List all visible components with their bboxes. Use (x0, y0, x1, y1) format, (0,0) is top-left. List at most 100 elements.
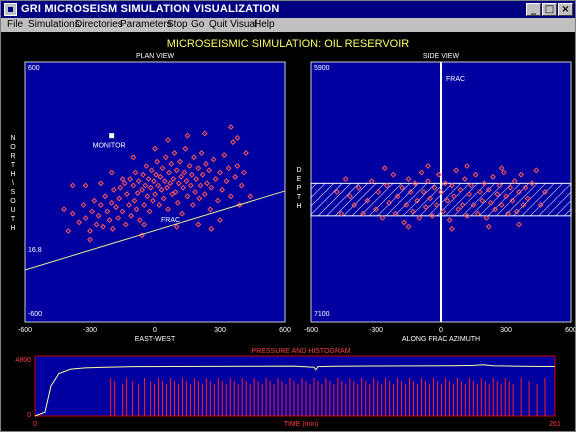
plan-event-point (133, 206, 140, 213)
plan-x-ticks: -600 -300 0 300 600 (18, 327, 291, 334)
side-event-point (422, 204, 429, 211)
title-bar[interactable]: GRI MICROSEISM SIMULATION VISUALIZATION … (1, 1, 575, 18)
menu-file[interactable]: File (7, 19, 24, 30)
menu-stop[interactable]: Stop (167, 19, 188, 30)
plan-event-point (147, 184, 154, 191)
plan-event-point (207, 206, 214, 213)
plan-event-point (193, 176, 200, 182)
plan-event-point (153, 171, 159, 178)
side-event-point (435, 171, 442, 178)
plan-event-point (217, 217, 223, 224)
plan-event-point (93, 221, 100, 228)
plan-event-point (210, 156, 217, 163)
plan-event-point (230, 139, 236, 146)
side-event-point (509, 197, 516, 204)
plan-event-point (119, 208, 126, 215)
plan-ylabel-char: H (10, 225, 15, 232)
plan-event-point (221, 152, 228, 159)
plan-event-point (172, 189, 179, 195)
plan-event-point (146, 208, 153, 215)
side-event-point (351, 202, 358, 208)
side-event-point (461, 176, 468, 182)
side-event-point (431, 184, 438, 191)
side-xlabel: ALONG FRAC AZIMUTH (402, 336, 480, 343)
plan-event-point (134, 190, 141, 196)
plan-event-point (65, 228, 72, 234)
plan-event-point (177, 158, 183, 165)
plan-event-point (168, 160, 175, 167)
plan-event-point (201, 191, 208, 198)
menu-go[interactable]: Go (191, 19, 205, 30)
side-ylabel-char: E (297, 176, 302, 183)
menu-help[interactable]: Help (254, 19, 275, 30)
plan-ylabel: N O R T H \ S O U T H (10, 135, 16, 232)
hist-x-end: 261 (549, 421, 561, 428)
side-y-bottom: 7100 (314, 311, 330, 318)
plan-event-point (110, 186, 117, 193)
side-event-point (438, 189, 444, 195)
plan-event-point (219, 186, 226, 193)
plan-event-point (142, 182, 149, 189)
side-event-point (390, 171, 397, 178)
plan-event-point (104, 208, 111, 215)
side-event-point (364, 197, 371, 204)
plan-event-point (169, 191, 176, 198)
app-icon[interactable] (4, 3, 17, 16)
plan-event-point (145, 176, 152, 182)
plan-event-point (195, 165, 202, 172)
close-button[interactable]: × (558, 3, 573, 16)
plan-event-point (157, 173, 164, 180)
side-event-point (518, 171, 525, 178)
side-event-point (383, 182, 390, 189)
plan-event-point (91, 197, 98, 204)
plan-event-point (149, 197, 156, 204)
menu-simulations[interactable]: Simulations (28, 19, 80, 30)
plan-event-point (61, 206, 67, 213)
plan-event-point (217, 169, 223, 176)
plan-event-point (89, 208, 96, 215)
plan-event-point (212, 176, 219, 182)
plan-event-point (161, 178, 168, 185)
minimize-button[interactable]: _ (526, 3, 541, 16)
side-event-point (418, 169, 425, 176)
side-event-point (414, 197, 421, 204)
plan-event-point (69, 182, 76, 189)
side-event-point (516, 189, 522, 195)
plan-event-point (206, 167, 213, 174)
plan-event-point (117, 184, 124, 191)
hist-x-start: 0 (33, 421, 37, 428)
plan-y-bottom: -600 (28, 311, 42, 318)
menu-parameters[interactable]: Parameters (120, 19, 172, 30)
plan-event-point (144, 193, 151, 200)
side-event-point (375, 189, 382, 195)
plan-event-point (198, 150, 205, 156)
plan-event-point (69, 210, 76, 217)
menu-directories[interactable]: Directories (75, 19, 123, 30)
main-title: MICROSEISMIC SIMULATION: OIL RESERVOIR (167, 38, 410, 50)
side-event-point (425, 178, 431, 185)
menu-bar: File Simulations Directories Parameters … (1, 18, 575, 32)
side-event-point (394, 193, 401, 200)
plan-event-point (243, 150, 249, 156)
plan-event-point (130, 154, 137, 161)
plan-event-point (232, 173, 239, 180)
plan-event-point (132, 169, 139, 176)
plan-event-point (140, 171, 146, 178)
menu-quit-visual[interactable]: Quit Visual (209, 19, 258, 30)
plan-ylabel-char: T (11, 216, 16, 223)
hist-y-top: 4800 (15, 357, 31, 364)
plan-event-point (160, 195, 167, 202)
maximize-button[interactable]: □ (542, 3, 557, 16)
side-event-point (407, 189, 414, 195)
side-event-point (524, 195, 531, 202)
side-event-point (360, 210, 366, 217)
side-event-point (479, 197, 486, 204)
side-event-point (498, 165, 505, 172)
plan-event-point (80, 202, 87, 208)
side-event-point (355, 184, 362, 191)
monitor-marker (109, 133, 115, 139)
plan-event-point (109, 225, 116, 232)
side-event-point (381, 165, 388, 172)
side-event-point (425, 163, 431, 169)
